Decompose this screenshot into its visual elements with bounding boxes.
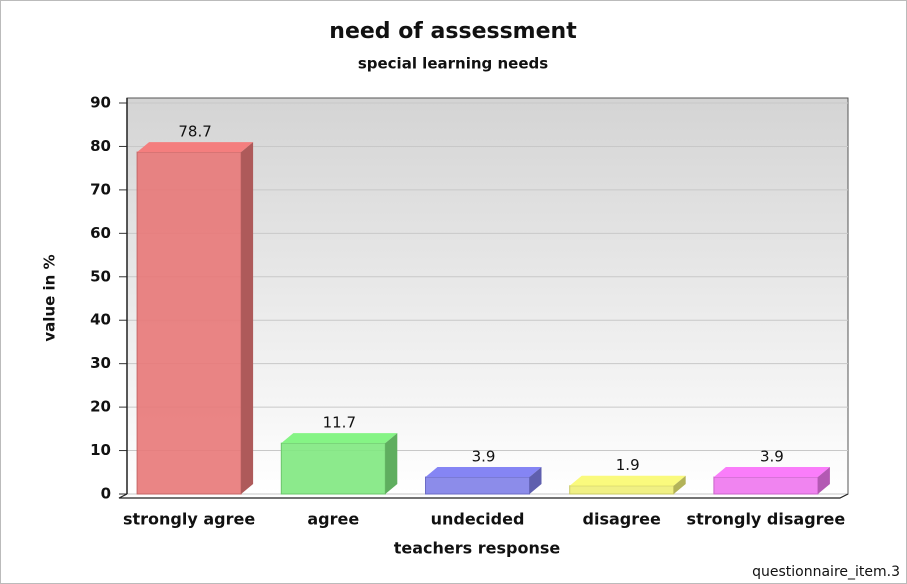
- value-label: 3.9: [760, 448, 784, 466]
- x-tick-label: undecided: [431, 510, 525, 529]
- bar-side: [385, 433, 398, 494]
- bar-top: [569, 475, 686, 486]
- bar-top: [281, 433, 398, 444]
- x-tick-label: strongly agree: [123, 510, 255, 529]
- bar-top: [137, 142, 254, 153]
- bar: [280, 442, 386, 495]
- y-tick-label: 80: [90, 137, 111, 155]
- y-tick-label: 70: [90, 180, 111, 198]
- bar-side: [241, 142, 254, 494]
- y-tick-label: 90: [90, 94, 111, 112]
- bar-top: [713, 467, 830, 478]
- y-tick-label: 50: [90, 267, 111, 285]
- credit: questionnaire_item.3: [752, 564, 900, 580]
- x-axis-label: teachers response: [394, 539, 561, 558]
- bar-side: [529, 467, 542, 494]
- y-tick-label: 0: [101, 485, 111, 503]
- chart-title: need of assessment: [329, 19, 577, 44]
- bar-side: [817, 467, 830, 494]
- y-tick-label: 30: [90, 354, 111, 372]
- y-tick-label: 60: [90, 224, 111, 242]
- bar-side: [673, 475, 686, 494]
- value-label: 11.7: [323, 414, 356, 432]
- x-tick-label: strongly disagree: [687, 510, 846, 529]
- value-label: 1.9: [616, 456, 640, 474]
- y-tick-label: 40: [90, 311, 111, 329]
- x-tick-label: disagree: [583, 510, 661, 529]
- bar: [136, 151, 242, 495]
- bar: [425, 476, 530, 495]
- y-tick-label: 10: [90, 441, 111, 459]
- floor: [118, 493, 849, 499]
- y-tick-label: 20: [90, 398, 111, 416]
- value-label: 3.9: [472, 448, 496, 466]
- bar: [713, 476, 819, 495]
- x-tick-label: agree: [307, 510, 359, 529]
- bar: [569, 485, 675, 495]
- value-label: 78.7: [178, 123, 211, 141]
- bar-top: [425, 467, 542, 478]
- y-axis-label: value in %: [41, 254, 59, 341]
- chart-subtitle: special learning needs: [358, 55, 548, 73]
